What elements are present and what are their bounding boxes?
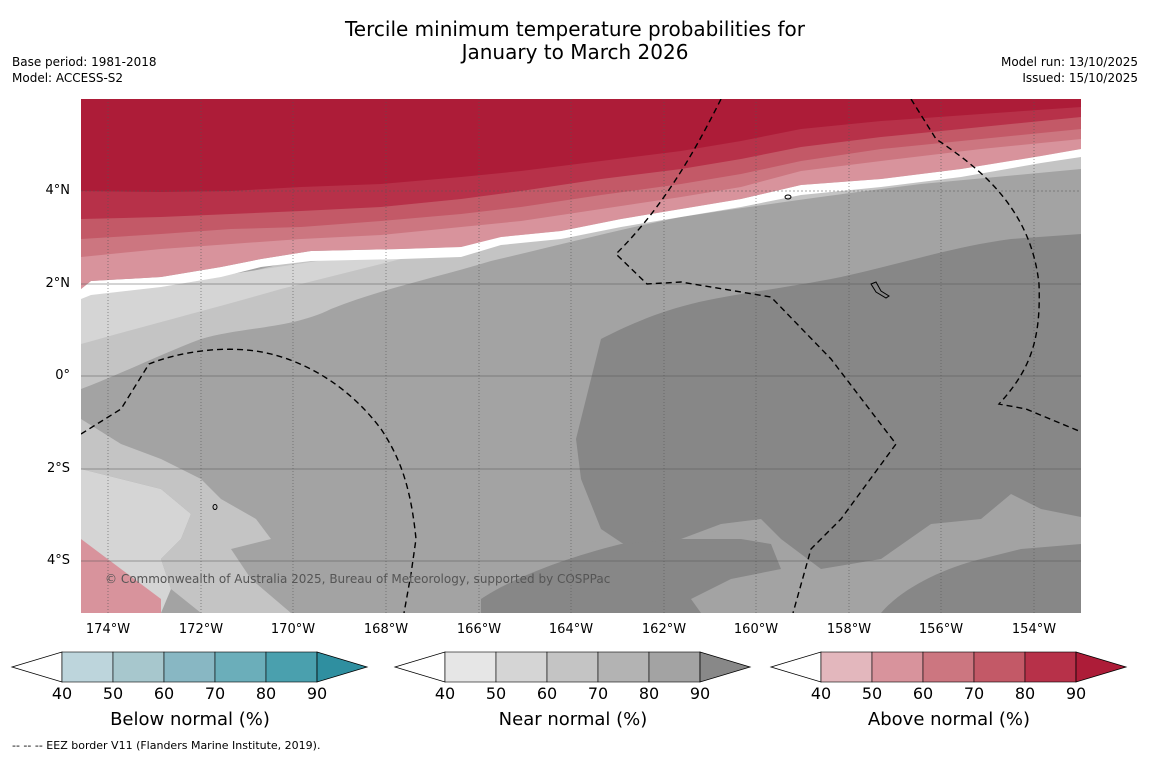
- lon-label-162w: 162°W: [641, 622, 687, 637]
- colorbar-near-label: Near normal (%): [498, 709, 648, 730]
- lon-label-154w: 154°W: [1011, 622, 1057, 637]
- lat-label-4s: 4°S: [46, 553, 70, 568]
- gridlines: [81, 99, 1081, 613]
- cb-below-tick-40: 40: [51, 684, 73, 703]
- cb-above-seg-5: [1024, 651, 1077, 683]
- cb-below-tick-50: 50: [102, 684, 124, 703]
- cb-near-tick-90: 90: [689, 684, 711, 703]
- cb-above-tick-40: 40: [810, 684, 832, 703]
- probability-map: [81, 99, 1081, 613]
- cb-above-seg-4: [973, 651, 1026, 683]
- cb-near-tick-70: 70: [587, 684, 609, 703]
- cb-below-tick-90: 90: [306, 684, 328, 703]
- lon-label-158w: 158°W: [826, 622, 872, 637]
- colorbar-near-ticks: 40 50 60 70 80 90: [393, 684, 753, 704]
- cb-near-seg-5: [648, 651, 701, 683]
- lat-label-4n: 4°N: [45, 183, 71, 198]
- near-normal-90-region: [576, 234, 1081, 569]
- cb-above-seg-1: [820, 651, 873, 683]
- cb-near-tick-50: 50: [485, 684, 507, 703]
- lat-label-2s: 2°S: [46, 461, 70, 476]
- cb-below-seg-3: [163, 651, 216, 683]
- cb-above-tick-90: 90: [1065, 684, 1087, 703]
- colorbar-below-normal: [10, 651, 369, 683]
- cb-near-seg-4: [597, 651, 650, 683]
- lat-label-0: 0°: [55, 368, 70, 383]
- cb-above-tick-80: 80: [1014, 684, 1036, 703]
- eez-footnote: -- -- -- EEZ border V11 (Flanders Marine…: [12, 739, 321, 752]
- above-normal-90-region: [81, 99, 1081, 192]
- lon-label-168w: 168°W: [363, 622, 409, 637]
- cb-near-over: [699, 651, 752, 683]
- cb-near-tick-80: 80: [638, 684, 660, 703]
- cb-near-tick-40: 40: [434, 684, 456, 703]
- cb-near-tick-60: 60: [536, 684, 558, 703]
- cb-below-over: [316, 651, 369, 683]
- cb-below-seg-2: [112, 651, 165, 683]
- model-run: Model run: 13/10/2025: [1000, 55, 1138, 69]
- colorbar-near-normal: [393, 651, 752, 683]
- lon-label-170w: 170°W: [270, 622, 316, 637]
- cb-above-tick-50: 50: [861, 684, 883, 703]
- lon-label-164w: 164°W: [548, 622, 594, 637]
- model-name: Model: ACCESS-S2: [12, 71, 124, 85]
- cb-below-tick-80: 80: [255, 684, 277, 703]
- cb-below-seg-1: [61, 651, 114, 683]
- white-boundary: [81, 149, 1081, 299]
- cb-above-seg-3: [922, 651, 975, 683]
- lon-label-160w: 160°W: [733, 622, 779, 637]
- cb-above-tick-70: 70: [963, 684, 985, 703]
- lon-label-156w: 156°W: [918, 622, 964, 637]
- cb-near-seg-2: [495, 651, 548, 683]
- issued-date: Issued: 15/10/2025: [1022, 71, 1138, 85]
- cb-above-tick-60: 60: [912, 684, 934, 703]
- cb-near-seg-3: [546, 651, 599, 683]
- title-line-1: Tercile minimum temperature probabilitie…: [344, 17, 806, 41]
- cb-above-seg-2: [871, 651, 924, 683]
- colorbar-above-ticks: 40 50 60 70 80 90: [769, 684, 1129, 704]
- cb-near-seg-1: [444, 651, 497, 683]
- colorbar-above-normal: [769, 651, 1128, 683]
- eez-borders: [81, 99, 1080, 613]
- meta-right: Model run: 13/10/2025 Issued: 15/10/2025: [1001, 54, 1138, 86]
- cb-below-seg-4: [214, 651, 267, 683]
- lon-label-166w: 166°W: [456, 622, 502, 637]
- near-normal-west-mid: [81, 419, 291, 613]
- cb-near-under: [393, 651, 446, 683]
- cb-below-under: [10, 651, 63, 683]
- lon-label-172w: 172°W: [178, 622, 224, 637]
- chart-title: Tercile minimum temperature probabilitie…: [0, 18, 1150, 64]
- cb-above-under: [769, 651, 822, 683]
- colorbar-below-ticks: 40 50 60 70 80 90: [10, 684, 370, 704]
- cb-below-tick-60: 60: [153, 684, 175, 703]
- meta-left: Base period: 1981-2018 Model: ACCESS-S2: [12, 54, 157, 86]
- cb-below-tick-70: 70: [204, 684, 226, 703]
- colorbar-above-label: Above normal (%): [867, 709, 1031, 730]
- above-normal-southwest: [81, 539, 161, 613]
- title-line-2: January to March 2026: [461, 40, 689, 64]
- colorbar-below-label: Below normal (%): [110, 709, 270, 730]
- base-period: Base period: 1981-2018: [12, 55, 157, 69]
- lat-label-2n: 2°N: [45, 276, 71, 291]
- cb-above-over: [1075, 651, 1128, 683]
- near-normal-90-region-south: [481, 539, 781, 613]
- cb-below-seg-5: [265, 651, 318, 683]
- islands: [212, 194, 890, 510]
- lon-label-174w: 174°W: [85, 622, 131, 637]
- copyright-notice: © Commonwealth of Australia 2025, Bureau…: [105, 572, 611, 586]
